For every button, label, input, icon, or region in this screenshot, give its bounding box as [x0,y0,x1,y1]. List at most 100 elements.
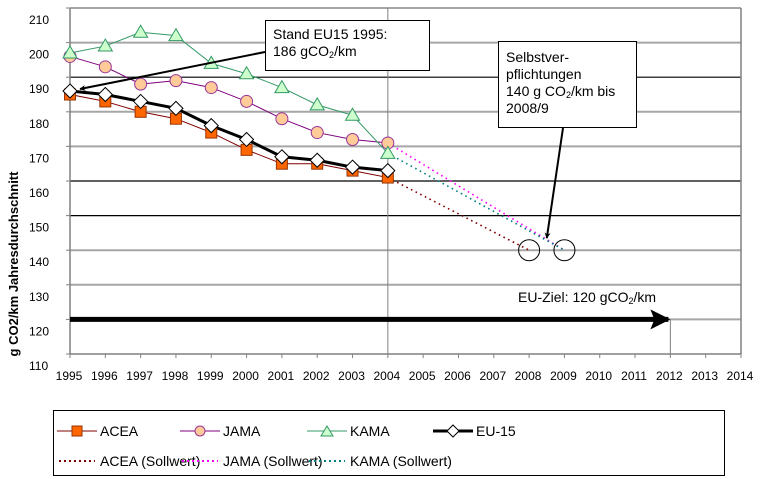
annotation-selbst-line4: 2008/9 [506,100,549,116]
x-tick-label-2012: 2012 [656,369,683,383]
legend-item-acea-sollwert: ACEA (Sollwert) [57,452,200,470]
legend-label-acea: ACEA [100,423,139,439]
data-point-eu15-2004 [380,162,396,179]
data-point-eu15-1997 [132,93,149,110]
legend-symbol-eu15 [433,424,473,438]
data-point-eu15-1996 [97,86,114,103]
x-tick-label-2007: 2007 [479,369,506,383]
data-point-eu15-2001 [274,149,290,165]
y-tick-label-190: 190 [29,82,49,96]
x-tick-label-2002: 2002 [303,369,330,383]
x-tick-label-2003: 2003 [338,369,365,383]
annotation-stand-line1: Stand EU15 1995: [273,26,388,42]
data-point-eu15-2002 [309,152,325,168]
x-tick-label-1999: 1999 [197,369,224,383]
data-point-jama-1999 [204,81,218,95]
target-circle-2008 [518,239,541,262]
series-line-acea [69,94,388,179]
y-tick-label-150: 150 [29,221,49,235]
annotation-selbstverpflichtungen: Selbstver- pflichtungen 140 g CO2/km bis… [498,41,637,128]
y-tick-label-170: 170 [29,151,49,165]
x-tick-label-2004: 2004 [373,369,400,383]
data-point-kama-1996 [97,38,114,52]
y-tick-label-180: 180 [29,117,49,131]
legend-label-kama: KAMA [350,423,390,439]
series-line-eu15 [69,89,388,173]
x-tick-label-1996: 1996 [91,369,118,383]
legend-item-kama: KAMA [307,422,390,440]
x-tick-label-1997: 1997 [126,369,153,383]
data-point-jama-2000 [240,94,254,108]
x-tick-label-2008: 2008 [515,369,542,383]
x-tick-label-2006: 2006 [444,369,471,383]
data-point-kama-1998 [168,27,184,42]
legend-label-jama-sollwert: JAMA (Sollwert) [223,453,323,469]
data-point-eu15-1999 [203,117,219,134]
x-tick-label-2001: 2001 [268,369,295,383]
data-point-jama-2003 [346,132,360,146]
legend-symbol-kama [307,425,347,437]
data-point-kama-2004 [379,145,396,159]
legend-label-acea-sollwert: ACEA (Sollwert) [100,453,201,469]
data-point-eu15-1998 [168,100,184,117]
legend-item-kama-sollwert: KAMA (Sollwert) [307,452,452,470]
arrow-stand-eu15 [79,51,266,91]
y-tick-label-120: 120 [29,324,49,338]
legend-symbol-acea-sollwert [59,460,95,462]
data-point-jama-2002 [310,126,324,140]
data-point-kama-2002 [309,96,326,111]
data-series [62,24,396,184]
data-point-kama-2003 [344,107,361,121]
series-line-jama_soll [387,142,565,251]
annotation-stand-line2: 186 gCO2/km [273,43,357,60]
x-tick-label-1998: 1998 [162,369,189,383]
x-tick-label-2005: 2005 [409,369,436,383]
legend-symbol-acea [57,425,97,437]
legend-label-eu15: EU-15 [476,423,516,439]
series-line-jama [69,55,388,144]
data-point-kama-1997 [132,24,149,38]
data-point-kama-2001 [274,79,290,94]
x-tick-label-2011: 2011 [621,369,647,383]
annotation-eu-goal: EU-Ziel: 120 gCO2/km [518,289,657,306]
data-point-jama-1996 [98,60,112,74]
y-tick-label-160: 160 [29,186,49,200]
y-tick-label-200: 200 [29,48,49,62]
legend-item-eu15: EU-15 [433,422,516,440]
x-tick-label-2009: 2009 [550,369,577,383]
data-point-eu15-2003 [344,159,361,175]
arrow-selbstverpflichtungen [544,127,564,239]
data-point-kama-1995 [62,44,78,59]
y-tick-label-140: 140 [29,255,49,269]
data-point-kama-2000 [238,65,255,80]
x-tick-label-2010: 2010 [585,369,612,383]
legend: ACEA JAMA KAMA EU-15 ACEA (Sollwert) JAM… [53,410,725,476]
y-axis-title: g CO2/km Jahresdurchschnitt [6,171,21,357]
x-tick-label-2014: 2014 [727,369,754,383]
x-tick-label-2000: 2000 [232,369,259,383]
data-point-jama-2001 [275,112,289,126]
data-point-eu15-2000 [238,131,255,148]
target-lines [387,142,576,262]
annotation-selbst-line1: Selbstver- [506,49,570,65]
axes: 110 120 130 140 150 160 170 180 190 200 210 1995 199… [29,7,754,383]
legend-label-kama-sollwert: KAMA (Sollwert) [350,453,452,469]
target-circle-2009 [553,239,576,262]
y-tick-label-110: 110 [29,359,48,373]
annotation-stand-eu15: Stand EU15 1995: 186 gCO2/km [265,20,430,71]
series-line-kama [69,31,389,154]
legend-symbol-jama [180,425,220,437]
data-point-jama-1997 [134,77,148,91]
legend-symbol-kama-sollwert [309,460,345,462]
legend-item-jama: JAMA [180,422,260,440]
legend-item-jama-sollwert: JAMA (Sollwert) [180,452,323,470]
legend-label-jama: JAMA [223,423,261,439]
y-tick-label-130: 130 [29,290,49,304]
y-tick-label-210: 210 [29,13,49,27]
annotation-selbst-line3: 140 g CO2/km bis [506,83,616,100]
data-point-jama-1998 [169,74,183,88]
data-point-eu15-1995 [62,83,78,99]
series-line-acea_soll [387,176,530,251]
annotation-arrows [70,51,671,330]
annotation-selbst-line2: pflichtungen [506,66,582,82]
